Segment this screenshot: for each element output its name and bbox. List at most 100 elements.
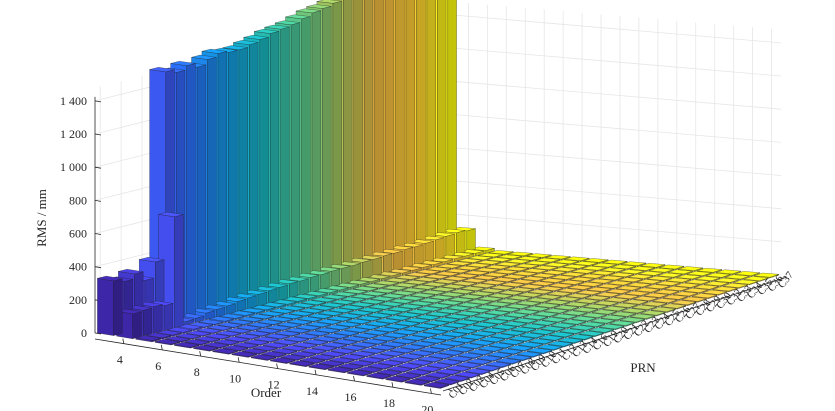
bar-top-face bbox=[365, 321, 391, 327]
bar bbox=[476, 260, 502, 266]
bar-top-face bbox=[446, 365, 472, 372]
bar-top-face bbox=[733, 279, 759, 285]
bar-top-face bbox=[248, 313, 274, 320]
bar-top-face bbox=[261, 351, 287, 357]
z-tick bbox=[94, 233, 102, 235]
bar bbox=[289, 360, 315, 368]
z-tick bbox=[94, 332, 102, 335]
order-tick bbox=[276, 363, 279, 369]
prn-tick bbox=[643, 323, 649, 326]
bar-top-face bbox=[243, 339, 269, 345]
bar-top-face bbox=[460, 286, 486, 291]
bar-side-face bbox=[280, 26, 290, 294]
bar-top-face bbox=[495, 261, 521, 267]
bar-top-face bbox=[382, 332, 408, 338]
bar-top-face bbox=[378, 359, 404, 366]
bar-side-face bbox=[311, 10, 322, 286]
bar-top-face bbox=[303, 339, 328, 345]
bar-top-face bbox=[568, 334, 594, 340]
bar-top-face bbox=[273, 339, 299, 345]
bar-top-face bbox=[346, 318, 372, 324]
bar-top-face bbox=[351, 294, 377, 299]
bar-side-face bbox=[259, 36, 269, 299]
bar-top-face bbox=[449, 346, 474, 353]
bar bbox=[609, 272, 635, 279]
bar bbox=[370, 344, 397, 352]
bar bbox=[487, 351, 513, 359]
bar-top-face bbox=[373, 280, 399, 286]
bar-top-face bbox=[495, 306, 521, 313]
bar-top-face bbox=[631, 304, 657, 310]
prn-tick bbox=[767, 281, 772, 285]
bar bbox=[508, 287, 535, 293]
z-axis-title: RMS / mm bbox=[34, 189, 49, 247]
bar-top-face bbox=[357, 366, 383, 373]
bar-top-face bbox=[552, 313, 578, 319]
bar-top-face bbox=[588, 278, 614, 284]
bar bbox=[342, 336, 369, 343]
bar-top-face bbox=[561, 319, 587, 325]
bar-top-face bbox=[583, 303, 609, 309]
bar-top-face bbox=[295, 324, 321, 331]
bar-top-face bbox=[488, 293, 514, 299]
bar bbox=[596, 283, 623, 290]
bar-top-face bbox=[469, 339, 495, 346]
prn-tick bbox=[551, 354, 556, 358]
bar-top-face bbox=[275, 20, 300, 26]
bar-top-face bbox=[222, 45, 248, 51]
bar-top-face bbox=[543, 308, 569, 314]
bar-top-face bbox=[664, 286, 690, 291]
order-tick bbox=[353, 375, 355, 382]
bar bbox=[318, 310, 344, 317]
bar-top-face bbox=[623, 299, 648, 305]
bar bbox=[326, 316, 353, 323]
bar-top-face bbox=[643, 292, 669, 298]
bar bbox=[347, 310, 373, 317]
bar-top-face bbox=[441, 331, 467, 337]
bar-top-face bbox=[310, 354, 336, 360]
bar bbox=[522, 314, 549, 321]
bar bbox=[631, 304, 657, 311]
bar-top-face bbox=[483, 318, 509, 325]
bar-top-face bbox=[335, 321, 361, 327]
bar-top-face bbox=[630, 313, 656, 319]
bar-top-face bbox=[505, 303, 531, 309]
bar-top-face bbox=[465, 263, 491, 268]
bar-top-face bbox=[205, 333, 231, 339]
bar-side-face bbox=[196, 64, 207, 315]
bar-top-face bbox=[559, 328, 585, 334]
bar-top-face bbox=[661, 303, 686, 309]
bar-top-face bbox=[583, 258, 609, 263]
bar-top-face bbox=[506, 354, 532, 361]
bar-top-face bbox=[500, 282, 526, 287]
bar bbox=[518, 341, 544, 349]
bar bbox=[569, 276, 595, 283]
bar-top-face bbox=[599, 323, 625, 330]
bar-top-face bbox=[554, 259, 579, 264]
prn-tick bbox=[705, 302, 710, 306]
bar-top-face bbox=[196, 327, 222, 334]
bar-top-face bbox=[428, 353, 454, 359]
bar-top-face bbox=[351, 341, 377, 348]
bar-top-face bbox=[517, 292, 543, 298]
bar-top-face bbox=[671, 300, 697, 306]
bar-top-face bbox=[443, 322, 469, 328]
bar-top-face bbox=[434, 271, 460, 276]
bar bbox=[553, 305, 580, 312]
bar-top-face bbox=[227, 319, 253, 325]
bar-top-face bbox=[678, 266, 703, 271]
bar-top-face bbox=[370, 344, 396, 351]
bar-top-face bbox=[285, 14, 311, 20]
bar-top-face bbox=[224, 336, 250, 342]
bar bbox=[231, 351, 258, 358]
bar bbox=[222, 345, 249, 352]
prn-tick bbox=[458, 385, 463, 389]
order-tick-label: 18 bbox=[383, 396, 395, 410]
bar-top-face bbox=[475, 364, 501, 371]
bar-top-face bbox=[536, 294, 562, 300]
prn-tick bbox=[736, 292, 741, 295]
bar-top-face bbox=[716, 269, 741, 275]
bar-top-face bbox=[673, 291, 698, 297]
bar-top-face bbox=[483, 272, 508, 277]
bar-top-face bbox=[685, 279, 710, 285]
